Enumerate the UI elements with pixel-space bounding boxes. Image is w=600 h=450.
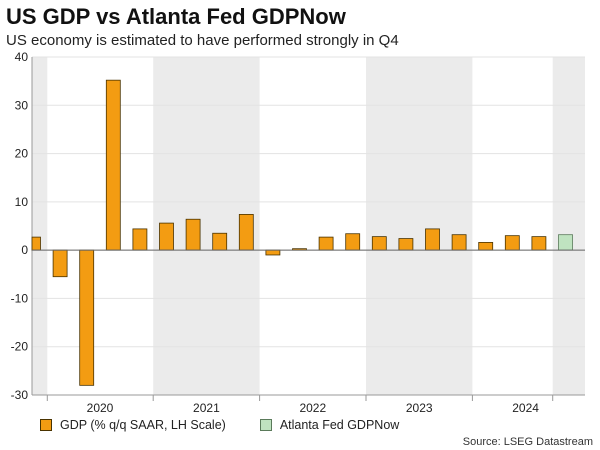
legend-label-gdpnow: Atlanta Fed GDPNow (279, 418, 400, 432)
gdp-bar (52, 249, 68, 278)
legend-item-gdp: GDP (% q/q SAAR, LH Scale) (40, 418, 226, 432)
y-tick-label: 40 (15, 50, 29, 64)
y-tick-label: -20 (11, 340, 29, 354)
gdp-bar (504, 235, 520, 251)
x-year-label: 2022 (299, 401, 326, 415)
gdp-bar (451, 234, 467, 251)
year-shade-band (366, 57, 473, 395)
x-year-label: 2021 (193, 401, 220, 415)
gdp-bar (132, 228, 148, 251)
gdp-bar (478, 242, 494, 251)
year-shade-band (552, 57, 585, 395)
y-tick-label: -30 (11, 388, 29, 402)
gdp-bar (398, 238, 414, 251)
legend-label-gdp: GDP (% q/q SAAR, LH Scale) (60, 418, 226, 432)
gdp-bar (371, 236, 387, 251)
gdp-bar (425, 228, 440, 251)
chart-legend: GDP (% q/q SAAR, LH Scale) Atlanta Fed G… (40, 418, 433, 432)
y-tick-label: 10 (15, 195, 29, 209)
gdp-bar (185, 218, 201, 251)
year-shade-band (32, 57, 48, 395)
y-tick-label: 30 (15, 98, 29, 112)
y-tick-label: -10 (11, 291, 29, 305)
gdp-bar (159, 222, 174, 251)
y-tick-label: 0 (21, 243, 28, 257)
gdp-bar (79, 249, 95, 386)
gdp-bar (265, 249, 281, 256)
x-year-label: 2024 (512, 401, 539, 415)
gdp-bar (212, 232, 228, 251)
gdp-bar (31, 236, 41, 251)
legend-swatch-gdp (40, 419, 52, 431)
x-year-label: 2023 (406, 401, 433, 415)
y-tick-label: 20 (15, 147, 29, 161)
x-year-label: 2020 (87, 401, 114, 415)
chart-subtitle: US economy is estimated to have performe… (6, 32, 399, 49)
gdp-bar (318, 236, 334, 251)
gdp-bar (105, 79, 121, 251)
gdp-bar (531, 236, 547, 251)
legend-item-gdpnow: Atlanta Fed GDPNow (259, 418, 400, 432)
chart-title: US GDP vs Atlanta Fed GDPNow (6, 4, 346, 29)
source-note: Source: LSEG Datastream (462, 436, 593, 448)
gdp-bar (345, 233, 361, 251)
legend-swatch-gdpnow (259, 419, 272, 431)
gdp-bar (238, 214, 254, 251)
gdpnow-bar (558, 234, 573, 251)
